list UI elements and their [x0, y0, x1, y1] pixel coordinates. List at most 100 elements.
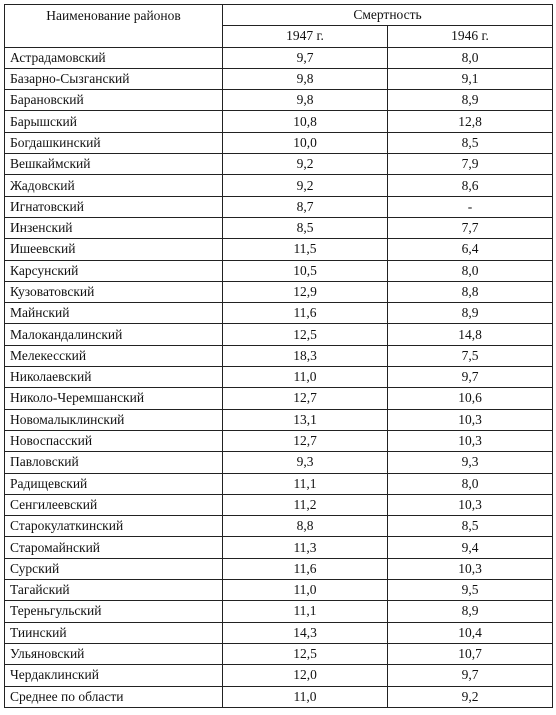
value-1947-cell: 9,8	[222, 67, 388, 91]
value-1946-cell: 10,3	[387, 493, 553, 517]
value-1947-cell: 8,7	[222, 195, 388, 218]
value-1947-cell: 8,5	[222, 216, 388, 240]
value-1946-cell: 9,2	[387, 685, 553, 708]
value-1947-cell: 11,2	[222, 493, 388, 517]
district-name-cell: Среднее по области	[4, 685, 223, 708]
table-row: Ишеевский 11,5 6,4	[4, 238, 553, 261]
value-1947-cell: 10,8	[222, 110, 388, 133]
table-row: Вешкаймский 9,2 7,9	[4, 153, 553, 176]
table-row: Богдашкинский 10,0 8,5	[4, 131, 553, 155]
value-1946-cell: 8,0	[387, 259, 553, 282]
table-row: Игнатовский 8,7-	[4, 195, 553, 218]
value-1946-cell: 7,5	[387, 344, 553, 368]
value-1946-cell: 6,4	[387, 238, 553, 261]
value-1947-cell: 9,2	[222, 174, 388, 197]
value-1946-cell: 10,3	[387, 408, 553, 431]
value-1946-cell: 7,9	[387, 153, 553, 176]
table-row: Николо-Черемшанский 12,7 10,6	[4, 387, 553, 410]
value-1946-cell: 9,7	[387, 664, 553, 687]
district-name-cell: Чердаклинский	[4, 664, 223, 687]
table-row: Новоспасский 12,7 10,3	[4, 429, 553, 453]
district-name-cell: Тагайский	[4, 579, 223, 602]
table-row: Новомалыклинский 13,1 10,3	[4, 408, 553, 431]
value-1946-cell: 9,3	[387, 451, 553, 474]
value-1946-cell: 7,7	[387, 216, 553, 240]
table-header: Наименование районов Смертность 1947 г. …	[4, 3, 553, 48]
district-name-cell: Игнатовский	[4, 195, 223, 218]
table-row: Чердаклинский 12,0 9,7	[4, 664, 553, 687]
value-1946-cell: 10,7	[387, 642, 553, 666]
value-1946-cell: 9,4	[387, 536, 553, 559]
year-1946-header: 1946 г.	[387, 25, 553, 48]
value-1946-cell: 8,9	[387, 302, 553, 325]
table-row: Тиинский 14,3 10,4	[4, 621, 553, 644]
table-row: Малокандалинский 12,5 14,8	[4, 323, 553, 346]
value-1946-cell: 9,7	[387, 366, 553, 389]
value-1947-cell: 11,1	[222, 472, 388, 495]
table-row: Тереньгульский 11,1 8,9	[4, 600, 553, 623]
value-1946-cell: 8,9	[387, 600, 553, 623]
table-row: Радищевский 11,1 8,0	[4, 472, 553, 495]
district-name-cell: Николо-Черемшанский	[4, 387, 223, 410]
value-1946-cell: 8,9	[387, 89, 553, 112]
value-1947-cell: 9,2	[222, 153, 388, 176]
district-name-cell: Сенгилеевский	[4, 493, 223, 517]
district-name-cell: Старомайнский	[4, 536, 223, 559]
value-1947-cell: 11,0	[222, 685, 388, 708]
value-1946-cell: 9,5	[387, 579, 553, 602]
value-1947-cell: 12,7	[222, 429, 388, 453]
district-name-cell: Новомалыклинский	[4, 408, 223, 431]
mortality-group-header: Смертность	[222, 3, 553, 27]
table-row: Инзенский 8,5 7,7	[4, 216, 553, 240]
table-row: Ульяновский 12,5 10,7	[4, 642, 553, 666]
district-name-cell: Барышский	[4, 110, 223, 133]
value-1947-cell: 10,0	[222, 131, 388, 155]
table-row: Жадовский 9,2 8,6	[4, 174, 553, 197]
value-1947-cell: 12,5	[222, 642, 388, 666]
value-1947-cell: 8,8	[222, 515, 388, 538]
district-name-cell: Ульяновский	[4, 642, 223, 666]
value-1946-cell: 12,8	[387, 110, 553, 133]
district-name-cell: Богдашкинский	[4, 131, 223, 155]
table-row: Мелекесский 18,3 7,5	[4, 344, 553, 368]
value-1946-cell: 10,3	[387, 429, 553, 453]
value-1947-cell: 11,5	[222, 238, 388, 261]
value-1946-cell: 9,1	[387, 67, 553, 91]
district-name-cell: Кузоватовский	[4, 280, 223, 304]
table-row: Сенгилеевский 11,2 10,3	[4, 493, 553, 517]
district-name-cell: Радищевский	[4, 472, 223, 495]
table-row: Старокулаткинский 8,8 8,5	[4, 515, 553, 538]
value-1946-cell: 8,5	[387, 131, 553, 155]
table-row: Николаевский 11,0 9,7	[4, 366, 553, 389]
district-name-cell: Инзенский	[4, 216, 223, 240]
district-name-cell: Павловский	[4, 451, 223, 474]
value-1947-cell: 9,8	[222, 89, 388, 112]
value-1947-cell: 11,3	[222, 536, 388, 559]
district-name-cell: Барановский	[4, 89, 223, 112]
district-name-header: Наименование районов	[4, 4, 223, 48]
table-row: Базарно-Сызганский 9,8 9,1	[4, 67, 553, 91]
table-row: Барановский 9,8 8,9	[4, 89, 553, 112]
table-row: Кузоватовский 12,9 8,8	[4, 280, 553, 304]
table-row: Павловский 9,3 9,3	[4, 451, 553, 474]
table-row: Майнский 11,6 8,9	[4, 302, 553, 325]
value-1947-cell: 11,0	[222, 366, 388, 389]
district-name-cell: Вешкаймский	[4, 153, 223, 176]
value-1946-cell: -	[387, 195, 553, 218]
table-row: Старомайнский 11,3 9,4	[4, 536, 553, 559]
district-name-cell: Новоспасский	[4, 429, 223, 453]
district-name-cell: Карсунский	[4, 259, 223, 282]
district-name-cell: Малокандалинский	[4, 323, 223, 346]
value-1947-cell: 10,5	[222, 259, 388, 282]
year-1947-header: 1947 г.	[222, 25, 388, 48]
table-row: Сурский 11,6 10,3	[4, 557, 553, 581]
district-name-cell: Мелекесский	[4, 344, 223, 368]
value-1946-cell: 8,5	[387, 515, 553, 538]
district-name-cell: Сурский	[4, 557, 223, 581]
value-1946-cell: 8,8	[387, 280, 553, 304]
value-1947-cell: 12,7	[222, 387, 388, 410]
value-1946-cell: 10,3	[387, 557, 553, 581]
value-1947-cell: 12,0	[222, 664, 388, 687]
value-1946-cell: 8,0	[387, 472, 553, 495]
